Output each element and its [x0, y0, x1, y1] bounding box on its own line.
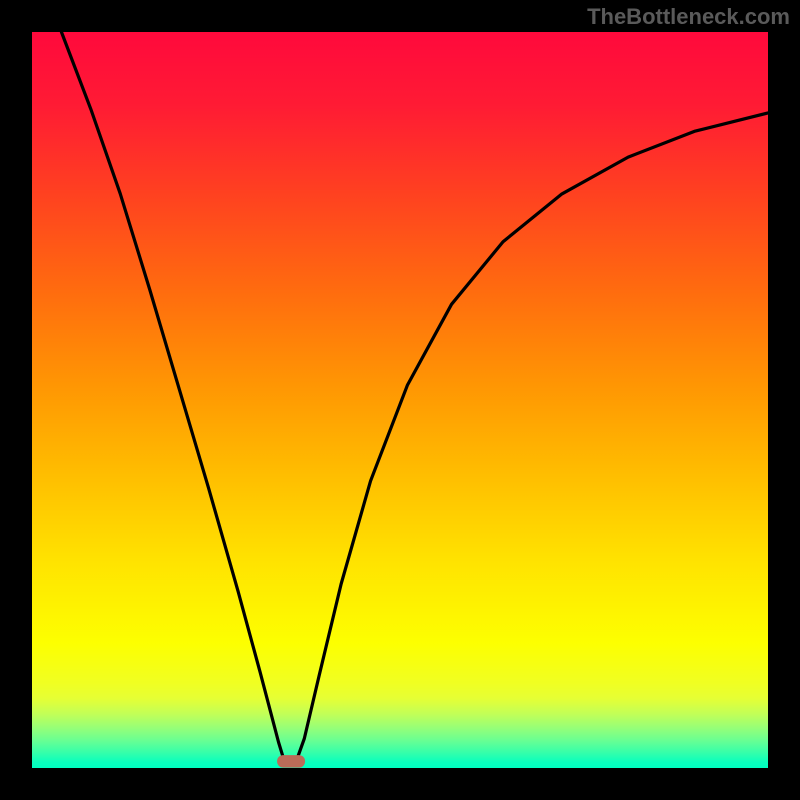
- chart-container: TheBottleneck.com: [0, 0, 800, 800]
- chart-svg: [0, 0, 800, 800]
- optimum-marker: [277, 755, 305, 768]
- watermark-text: TheBottleneck.com: [587, 4, 790, 30]
